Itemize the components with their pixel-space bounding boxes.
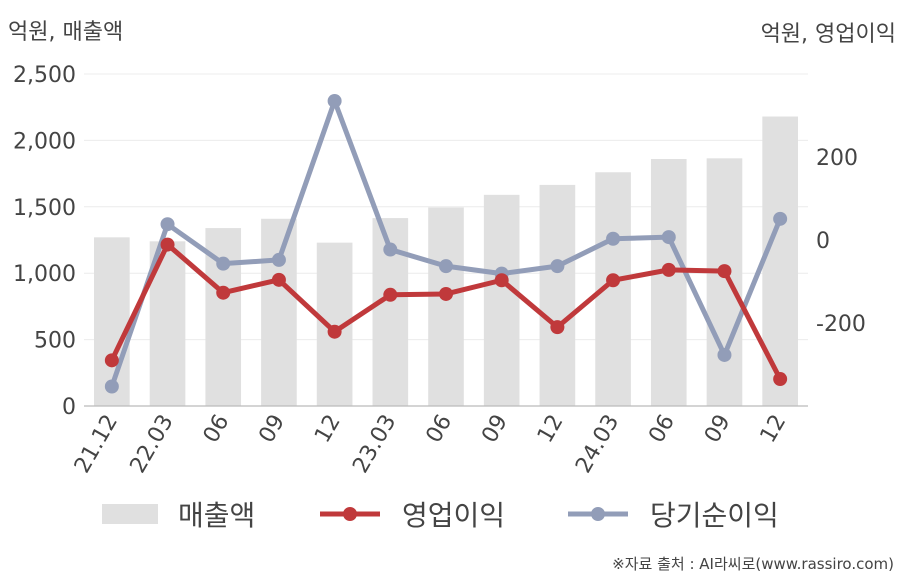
x-tick-label: 12 [310, 411, 346, 448]
point-net-income [773, 211, 788, 226]
left-tick-label: 0 [62, 395, 76, 420]
point-operating-profit [661, 262, 676, 277]
x-tick-label: 12 [533, 411, 569, 448]
point-operating-profit [494, 273, 509, 288]
bar-revenue [483, 194, 520, 406]
left-tick-label: 1,000 [13, 262, 76, 287]
x-tick-label: 09 [477, 411, 513, 448]
bar-revenue [706, 158, 743, 406]
legend-label-revenue: 매출액 [178, 499, 256, 532]
x-tick-label: 06 [644, 411, 680, 448]
right-tick-label: 0 [816, 229, 830, 254]
point-net-income [606, 231, 621, 246]
point-operating-profit [606, 273, 621, 288]
bar-revenue [650, 158, 687, 406]
x-tick-label: 06 [422, 411, 458, 448]
point-operating-profit [773, 372, 788, 387]
source-credit: ※자료 출처 : AI라씨로(www.rassiro.com) [612, 555, 894, 573]
right-tick-label: 200 [816, 146, 858, 171]
x-tick-label: 22.03 [126, 411, 179, 478]
bar-revenue [261, 218, 297, 406]
legend-item-net-income[interactable]: 당기순이익 [566, 492, 779, 536]
left-tick-label: 1,500 [13, 196, 76, 221]
right-tick-label: -200 [816, 312, 866, 337]
left-tick-label: 500 [34, 329, 76, 354]
point-operating-profit [383, 287, 398, 302]
x-tick-label: 23.03 [348, 411, 401, 478]
point-operating-profit [160, 237, 175, 252]
point-net-income [271, 252, 286, 267]
x-tick-label: 06 [199, 411, 235, 448]
x-tick-label: 09 [254, 411, 290, 448]
bar-revenue [94, 237, 130, 406]
point-net-income [216, 256, 231, 271]
bar-revenue [762, 116, 798, 406]
right-axis-unit: 억원, 영업이익 [760, 22, 896, 47]
combo-chart: 0 500 1,000 1,500 2,000 2,500 -200 0 200 21.12 22.… [13, 63, 866, 478]
left-tick-label: 2,500 [13, 63, 76, 88]
point-operating-profit [327, 324, 342, 339]
point-operating-profit [216, 285, 231, 300]
legend: 매출액 영업이익 당기순이익 [0, 492, 908, 536]
point-net-income [550, 259, 565, 274]
bar-revenue [428, 207, 464, 406]
x-tick-label: 24.03 [571, 411, 624, 478]
point-net-income [383, 242, 398, 257]
bar-revenue [539, 184, 576, 406]
legend-swatch-operating-profit [320, 507, 380, 521]
point-operating-profit [271, 272, 286, 287]
x-tick-label: 21.12 [70, 411, 123, 478]
point-net-income [327, 93, 342, 108]
point-net-income [661, 230, 676, 245]
legend-item-operating-profit[interactable]: 영업이익 [318, 492, 505, 536]
legend-swatch-net-income [568, 507, 628, 521]
point-net-income [160, 217, 175, 232]
legend-label-net-income: 당기순이익 [650, 499, 779, 532]
point-operating-profit [439, 286, 453, 301]
legend-swatch-revenue [102, 504, 158, 524]
x-tick-label: 09 [700, 411, 736, 448]
point-net-income [717, 347, 732, 362]
left-tick-label: 2,000 [13, 129, 76, 154]
point-net-income [104, 379, 119, 394]
point-operating-profit [717, 264, 732, 279]
x-tick-label: 12 [756, 411, 792, 448]
point-net-income [439, 259, 453, 274]
point-operating-profit [104, 353, 119, 368]
legend-item-revenue[interactable]: 매출액 [102, 492, 255, 536]
left-axis-unit: 억원, 매출액 [8, 20, 124, 45]
point-operating-profit [550, 320, 565, 335]
legend-label-operating-profit: 영업이익 [402, 499, 506, 532]
